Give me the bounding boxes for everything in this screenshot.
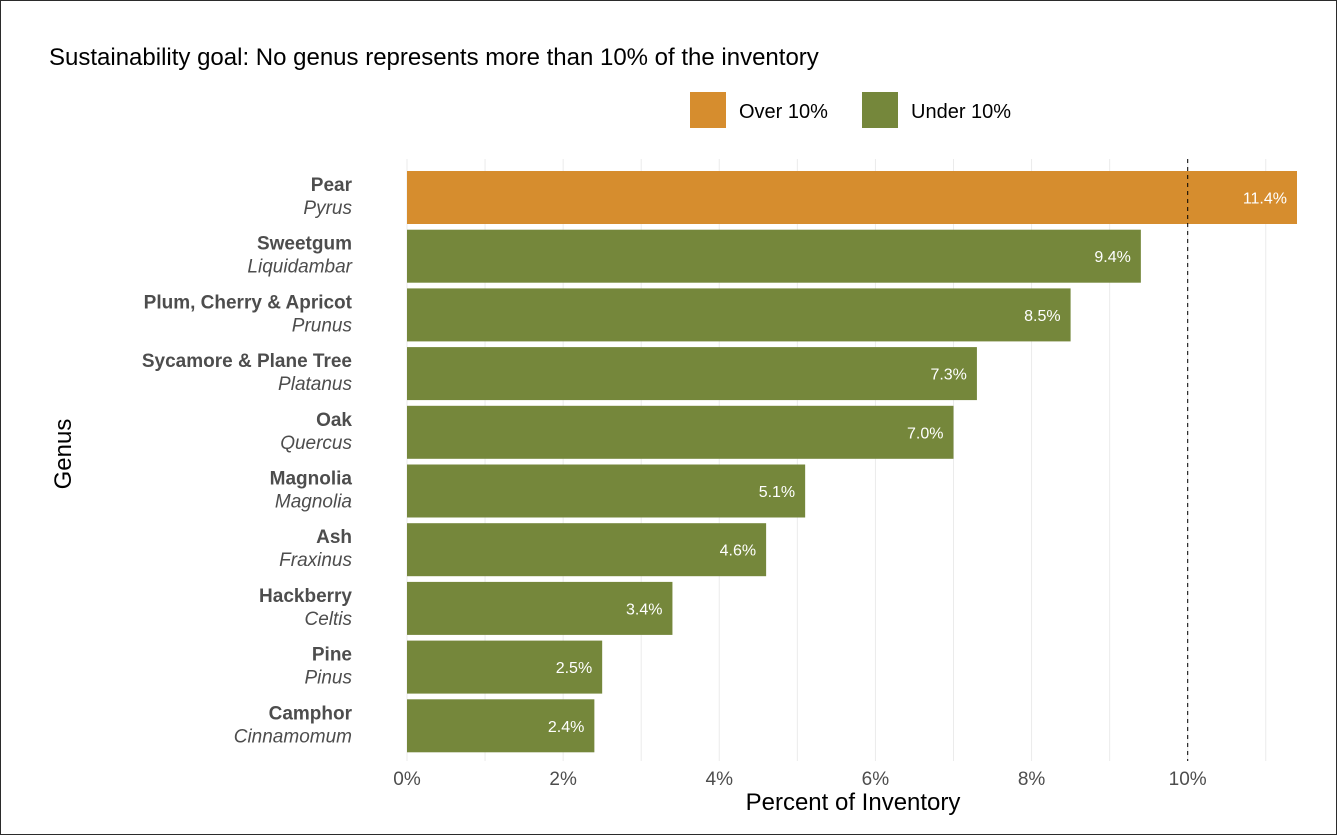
- y-label-common-name: Oak: [316, 410, 352, 431]
- x-tick-label: 4%: [706, 769, 734, 790]
- bar: [407, 581, 673, 635]
- bar: [407, 523, 767, 577]
- bar: [407, 640, 603, 694]
- x-tick-label: 2%: [549, 769, 577, 790]
- bar: [407, 405, 954, 459]
- bars: [407, 171, 1297, 753]
- bar-value-label: 2.4%: [548, 719, 584, 736]
- legend: Over 10% Under 10%: [690, 92, 1011, 128]
- y-axis-title: Genus: [50, 419, 77, 490]
- bar-value-labels: 11.4% 9.4% 8.5% 7.3% 7.0% 5.1% 4.6% 3.4% 2.5% 2.4…: [548, 191, 1287, 736]
- legend-swatch-over: [690, 92, 726, 128]
- bar: [407, 699, 595, 753]
- y-label-scientific-name: Pyrus: [303, 198, 352, 219]
- y-label-common-name: Camphor: [269, 703, 353, 724]
- y-label-common-name: Plum, Cherry & Apricot: [144, 292, 353, 313]
- bar-value-label: 4.6%: [720, 543, 756, 560]
- x-tick-label: 10%: [1169, 769, 1207, 790]
- bar-value-label: 5.1%: [759, 484, 795, 501]
- y-label-common-name: Hackberry: [259, 586, 352, 607]
- bar-value-label: 7.3%: [930, 367, 966, 384]
- bar: [407, 464, 806, 518]
- y-label-common-name: Pear: [311, 175, 353, 196]
- x-tick-label: 6%: [862, 769, 890, 790]
- y-label-scientific-name: Platanus: [278, 374, 352, 395]
- bar: [407, 171, 1297, 224]
- x-axis-tick-labels: 0% 2% 4% 6% 8% 10%: [393, 769, 1207, 790]
- bar-value-label: 7.0%: [907, 425, 943, 442]
- y-label-scientific-name: Celtis: [304, 609, 352, 630]
- y-label-scientific-name: Prunus: [292, 315, 353, 336]
- legend-label-under: Under 10%: [911, 101, 1011, 123]
- bar: [407, 288, 1071, 342]
- bar-value-label: 9.4%: [1094, 249, 1130, 266]
- y-label-common-name: Magnolia: [270, 469, 353, 490]
- x-tick-label: 8%: [1018, 769, 1046, 790]
- y-label-common-name: Ash: [316, 527, 352, 548]
- y-label-scientific-name: Cinnamomum: [234, 726, 352, 747]
- bar: [407, 347, 977, 401]
- y-label-common-name: Sycamore & Plane Tree: [142, 351, 352, 372]
- y-label-scientific-name: Magnolia: [275, 492, 352, 513]
- x-tick-label: 0%: [393, 769, 421, 790]
- legend-label-over: Over 10%: [739, 101, 828, 123]
- bar-value-label: 11.4%: [1243, 191, 1287, 208]
- bar-value-label: 3.4%: [626, 601, 662, 618]
- y-label-common-name: Sweetgum: [257, 234, 352, 255]
- y-label-common-name: Pine: [312, 645, 352, 666]
- y-label-scientific-name: Liquidambar: [247, 257, 352, 278]
- bar-value-label: 8.5%: [1024, 308, 1060, 325]
- y-label-scientific-name: Fraxinus: [279, 550, 352, 571]
- y-label-scientific-name: Quercus: [280, 433, 352, 454]
- chart-title: Sustainability goal: No genus represents…: [49, 44, 819, 71]
- bar-value-label: 2.5%: [556, 660, 592, 677]
- x-axis-title: Percent of Inventory: [746, 789, 961, 816]
- y-label-scientific-name: Pinus: [304, 668, 352, 689]
- legend-swatch-under: [862, 92, 898, 128]
- bar: [407, 229, 1141, 283]
